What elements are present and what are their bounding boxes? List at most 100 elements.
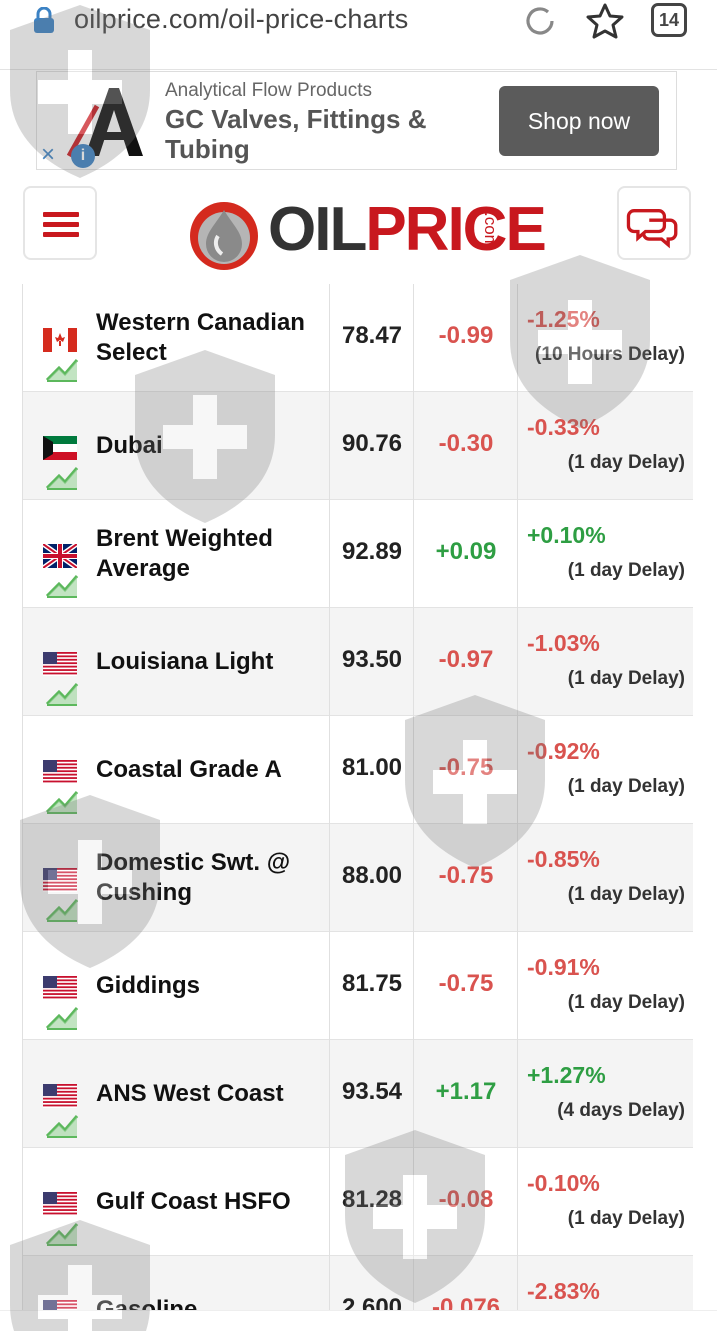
kuwait-flag-icon xyxy=(43,436,77,460)
price-row[interactable]: Coastal Grade A 81.00 -0.75 -0.92% (1 day De… xyxy=(23,716,693,824)
delay-note: (1 day Delay) xyxy=(567,560,685,581)
blend-name[interactable]: Gasoline xyxy=(96,1296,198,1310)
reload-icon[interactable] xyxy=(522,3,558,39)
usa-flag-icon xyxy=(43,760,77,784)
change-cell: -0.75 xyxy=(414,716,518,824)
ad-brand: Analytical Flow Products xyxy=(165,80,372,101)
bottom-bar xyxy=(0,1310,717,1331)
blend-name[interactable]: Brent Weighted Average xyxy=(96,525,273,582)
blend-name[interactable]: Domestic Swt. @ Cushing xyxy=(96,849,291,906)
price-cell: 93.50 xyxy=(330,608,414,716)
percent-change: -1.03% xyxy=(527,630,600,656)
price-change: +1.17 xyxy=(435,1078,497,1105)
last-price: 93.50 xyxy=(341,646,403,673)
percent-cell: +1.27% (4 days Delay) xyxy=(518,1040,693,1148)
price-row[interactable]: Brent Weighted Average 92.89 +0.09 +0.10% (1… xyxy=(23,500,693,608)
usa-flag-icon xyxy=(43,1192,77,1216)
name-cell: Gasoline xyxy=(23,1256,330,1310)
percent-cell: -1.03% (1 day Delay) xyxy=(518,608,693,716)
chart-icon[interactable] xyxy=(45,354,79,382)
price-row[interactable]: Louisiana Light 93.50 -0.97 -1.03% (1 day De… xyxy=(23,608,693,716)
comments-button[interactable] xyxy=(617,186,691,260)
star-icon[interactable] xyxy=(585,2,625,40)
ad-banner[interactable]: × i Analytical Flow Products GC Valves, … xyxy=(36,71,677,170)
blend-name[interactable]: Giddings xyxy=(96,972,200,999)
price-row[interactable]: Gasoline 2.600 -0.076 -2.83% xyxy=(23,1256,693,1310)
change-cell: +1.17 xyxy=(414,1040,518,1148)
url-text[interactable]: oilprice.com/oil-price-charts xyxy=(74,4,409,34)
chart-icon[interactable] xyxy=(45,678,79,706)
percent-cell: -0.33% (1 day Delay) xyxy=(518,392,693,500)
percent-cell: +0.10% (1 day Delay) xyxy=(518,500,693,608)
ad-close-icon[interactable]: × xyxy=(41,141,56,168)
price-cell: 2.600 xyxy=(330,1256,414,1310)
price-cell: 90.76 xyxy=(330,392,414,500)
delay-note: (1 day Delay) xyxy=(567,776,685,797)
usa-flag-icon xyxy=(43,976,77,1000)
last-price: 88.00 xyxy=(341,862,403,889)
chat-bubbles-icon xyxy=(626,209,678,249)
delay-note: (1 day Delay) xyxy=(567,452,685,473)
name-cell: Coastal Grade A xyxy=(23,716,330,824)
ad-shop-now-button[interactable]: Shop now xyxy=(499,86,659,156)
tabs-icon[interactable]: 14 xyxy=(651,3,687,37)
price-row[interactable]: Dubai 90.76 -0.30 -0.33% (1 day Delay) xyxy=(23,392,693,500)
price-change: -0.99 xyxy=(438,322,494,349)
menu-button[interactable] xyxy=(23,186,97,260)
price-cell: 81.28 xyxy=(330,1148,414,1256)
percent-change: -0.91% xyxy=(527,954,600,980)
chart-icon[interactable] xyxy=(45,894,79,922)
name-cell: Domestic Swt. @ Cushing xyxy=(23,824,330,932)
name-cell: Louisiana Light xyxy=(23,608,330,716)
percent-change: +1.27% xyxy=(527,1062,606,1088)
price-change: -0.75 xyxy=(438,862,494,889)
percent-cell: -0.85% (1 day Delay) xyxy=(518,824,693,932)
change-cell: +0.09 xyxy=(414,500,518,608)
price-row[interactable]: Gulf Coast HSFO 81.28 -0.08 -0.10% (1 day De… xyxy=(23,1148,693,1256)
price-row[interactable]: ANS West Coast 93.54 +1.17 +1.27% (4 days De… xyxy=(23,1040,693,1148)
canada-flag-icon xyxy=(43,328,77,352)
blend-name[interactable]: Coastal Grade A xyxy=(96,756,282,783)
last-price: 92.89 xyxy=(341,538,403,565)
change-cell: -0.75 xyxy=(414,932,518,1040)
oil-price-table: Western Canadian Select 78.47 -0.99 -1.25% (… xyxy=(22,284,693,1310)
price-cell: 93.54 xyxy=(330,1040,414,1148)
delay-note: (1 day Delay) xyxy=(567,1208,685,1229)
percent-change: -0.85% xyxy=(527,846,600,872)
blend-name[interactable]: Western Canadian Select xyxy=(96,309,305,366)
delay-note: (10 Hours Delay) xyxy=(535,344,685,365)
price-change: +0.09 xyxy=(435,538,497,565)
chart-icon[interactable] xyxy=(45,1002,79,1030)
blend-name[interactable]: ANS West Coast xyxy=(96,1080,284,1107)
blend-name[interactable]: Dubai xyxy=(96,432,163,459)
price-cell: 88.00 xyxy=(330,824,414,932)
last-price: 2.600 xyxy=(341,1294,403,1310)
percent-change: -0.33% xyxy=(527,414,600,440)
name-cell: Gulf Coast HSFO xyxy=(23,1148,330,1256)
logo-price-text: PRICE xyxy=(365,195,546,264)
price-cell: 92.89 xyxy=(330,500,414,608)
site-logo[interactable]: OILPRICE xyxy=(268,194,547,266)
percent-change: -0.92% xyxy=(527,738,600,764)
ad-headline[interactable]: GC Valves, Fittings & Tubing xyxy=(165,104,427,164)
lock-icon[interactable] xyxy=(31,7,57,33)
change-cell: -0.08 xyxy=(414,1148,518,1256)
oil-drop-logo-icon[interactable] xyxy=(188,200,260,272)
price-row[interactable]: Domestic Swt. @ Cushing 88.00 -0.75 -0.85% (… xyxy=(23,824,693,932)
blend-name[interactable]: Louisiana Light xyxy=(96,648,274,675)
chart-icon[interactable] xyxy=(45,786,79,814)
last-price: 81.28 xyxy=(341,1186,403,1213)
price-change: -0.08 xyxy=(438,1186,494,1213)
name-cell: Dubai xyxy=(23,392,330,500)
chart-icon[interactable] xyxy=(45,1110,79,1138)
price-row[interactable]: Giddings 81.75 -0.75 -0.91% (1 day Delay) xyxy=(23,932,693,1040)
usa-flag-icon xyxy=(43,1084,77,1108)
blend-name[interactable]: Gulf Coast HSFO xyxy=(96,1188,291,1215)
chart-icon[interactable] xyxy=(45,570,79,598)
ad-info-icon[interactable]: i xyxy=(71,144,95,168)
chart-icon[interactable] xyxy=(45,1218,79,1246)
delay-note: (4 days Delay) xyxy=(557,1100,685,1121)
price-row[interactable]: Western Canadian Select 78.47 -0.99 -1.25% (… xyxy=(23,284,693,392)
percent-cell: -2.83% xyxy=(518,1256,693,1310)
chart-icon[interactable] xyxy=(45,462,79,490)
